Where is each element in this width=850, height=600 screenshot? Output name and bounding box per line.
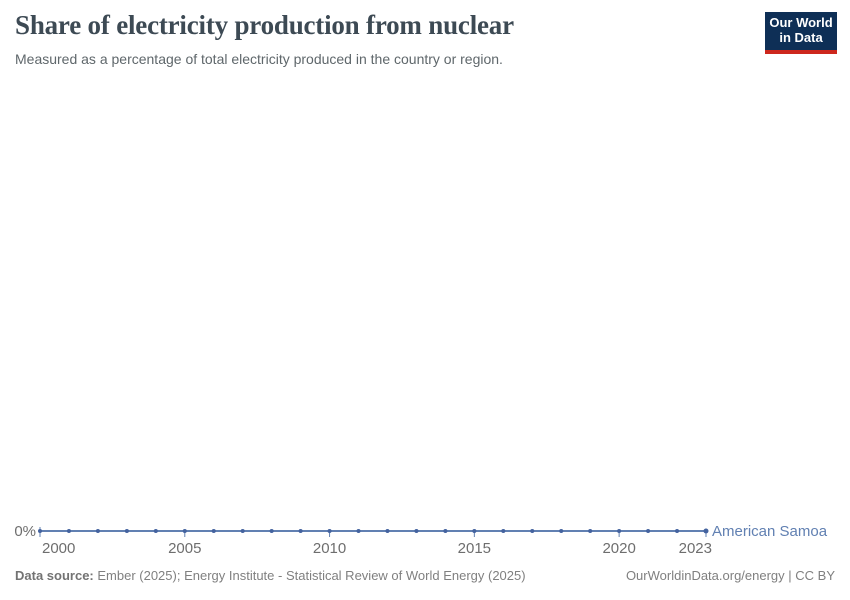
x-axis-label: 2005 bbox=[168, 540, 201, 557]
data-point-2018[interactable] bbox=[559, 529, 564, 533]
data-point-2004[interactable] bbox=[153, 529, 158, 533]
data-point-2016[interactable] bbox=[501, 529, 506, 533]
data-point-2013[interactable] bbox=[414, 529, 419, 533]
data-point-2023[interactable] bbox=[703, 528, 709, 534]
x-axis-label: 2020 bbox=[602, 540, 635, 557]
x-axis-label: 2010 bbox=[313, 540, 346, 557]
page-title: Share of electricity production from nuc… bbox=[15, 10, 514, 40]
data-point-2005[interactable] bbox=[182, 529, 187, 533]
x-axis-label: 2015 bbox=[458, 540, 491, 557]
data-point-2015[interactable] bbox=[472, 529, 477, 533]
data-point-2011[interactable] bbox=[356, 529, 361, 533]
owid-logo-line1: Our World bbox=[769, 15, 833, 31]
data-source-line: Data source: Ember (2025); Energy Instit… bbox=[15, 568, 526, 583]
data-point-2012[interactable] bbox=[385, 529, 390, 533]
owid-logo-line2: in Data bbox=[779, 30, 823, 45]
x-axis-label: 2000 bbox=[42, 540, 75, 557]
data-point-2022[interactable] bbox=[675, 529, 680, 533]
credit-text: OurWorldinData.org/energy | CC BY bbox=[625, 568, 835, 583]
y-axis-label: 0% bbox=[14, 523, 36, 540]
owid-logo: Our World in Data bbox=[765, 12, 837, 54]
data-point-2008[interactable] bbox=[269, 529, 274, 533]
data-point-2000[interactable] bbox=[38, 529, 42, 533]
data-point-2017[interactable] bbox=[530, 529, 535, 533]
data-point-2021[interactable] bbox=[646, 529, 651, 533]
data-point-2010[interactable] bbox=[327, 529, 332, 533]
data-point-2001[interactable] bbox=[66, 529, 71, 533]
data-point-2006[interactable] bbox=[211, 529, 216, 533]
data-point-2019[interactable] bbox=[588, 529, 593, 533]
data-source-text: Ember (2025); Energy Institute - Statist… bbox=[93, 568, 526, 583]
data-point-2002[interactable] bbox=[95, 529, 100, 533]
data-point-2014[interactable] bbox=[443, 529, 448, 533]
page-subtitle: Measured as a percentage of total electr… bbox=[15, 51, 503, 67]
data-source-label: Data source: bbox=[15, 568, 94, 583]
chart-canvas: 2000 2005 2010 2015 2020 2023 0% American Samoa bbox=[14, 523, 828, 557]
data-point-2003[interactable] bbox=[124, 529, 129, 533]
x-axis-label: 2023 bbox=[679, 540, 712, 557]
data-point-2020[interactable] bbox=[617, 529, 622, 533]
series-label-american-samoa[interactable]: American Samoa bbox=[712, 523, 828, 540]
data-point-2007[interactable] bbox=[240, 529, 245, 533]
data-point-2009[interactable] bbox=[298, 529, 303, 533]
